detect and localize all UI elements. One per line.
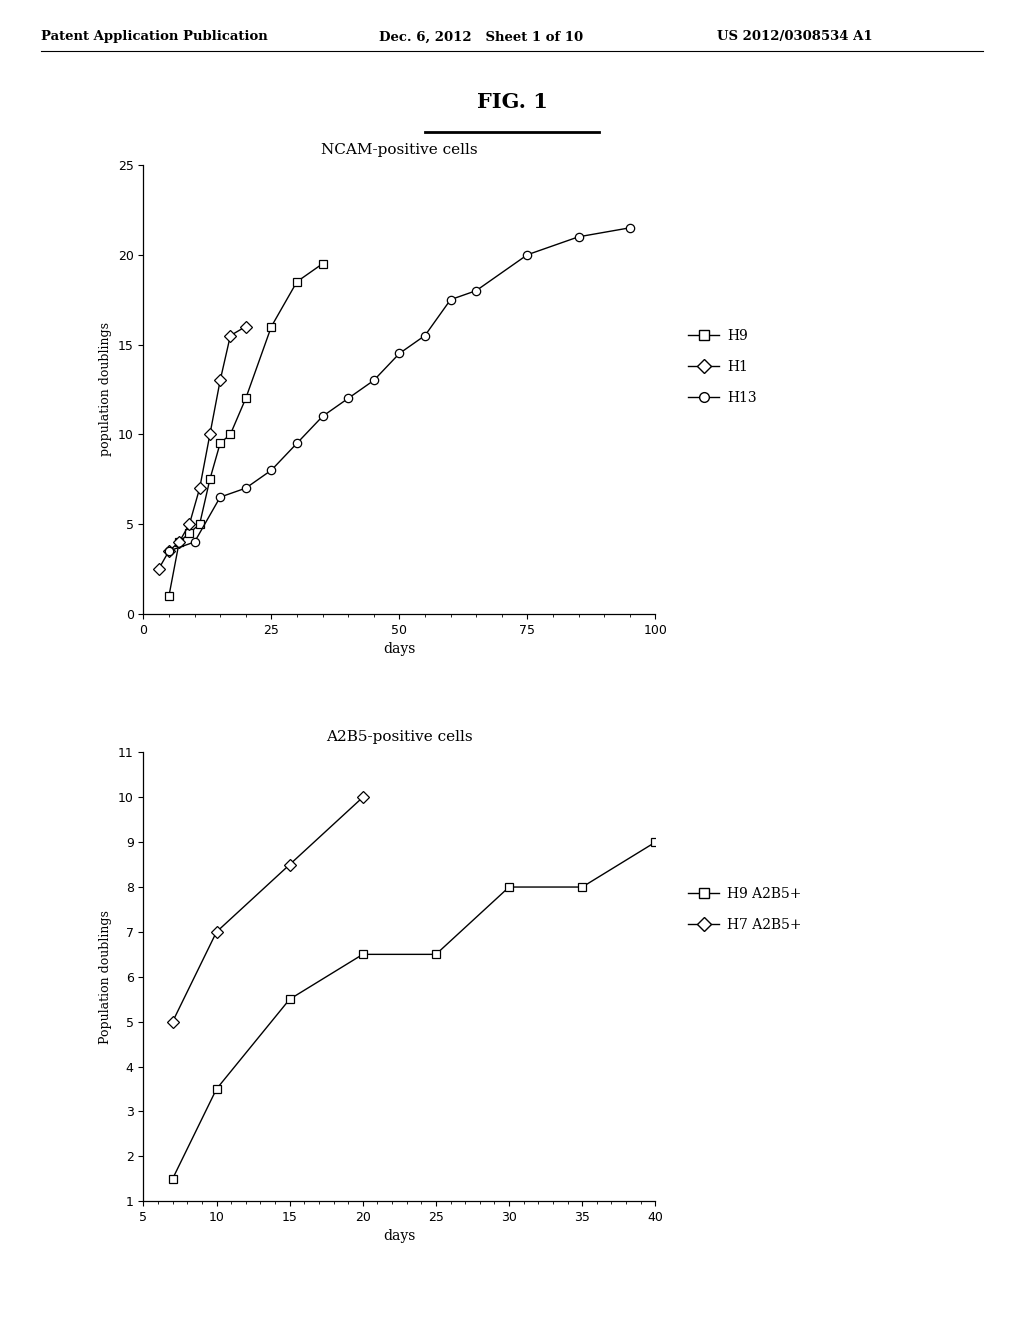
Text: Dec. 6, 2012   Sheet 1 of 10: Dec. 6, 2012 Sheet 1 of 10	[379, 30, 583, 44]
Title: NCAM-positive cells: NCAM-positive cells	[322, 143, 477, 157]
Text: FIG. 1: FIG. 1	[476, 92, 548, 112]
Text: Patent Application Publication: Patent Application Publication	[41, 30, 267, 44]
X-axis label: days: days	[383, 642, 416, 656]
X-axis label: days: days	[383, 1229, 416, 1243]
Title: A2B5-positive cells: A2B5-positive cells	[326, 730, 473, 744]
Y-axis label: population doublings: population doublings	[99, 322, 113, 457]
Text: US 2012/0308534 A1: US 2012/0308534 A1	[717, 30, 872, 44]
Legend: H9 A2B5+, H7 A2B5+: H9 A2B5+, H7 A2B5+	[683, 882, 807, 937]
Y-axis label: Population doublings: Population doublings	[99, 909, 113, 1044]
Legend: H9, H1, H13: H9, H1, H13	[683, 323, 763, 411]
